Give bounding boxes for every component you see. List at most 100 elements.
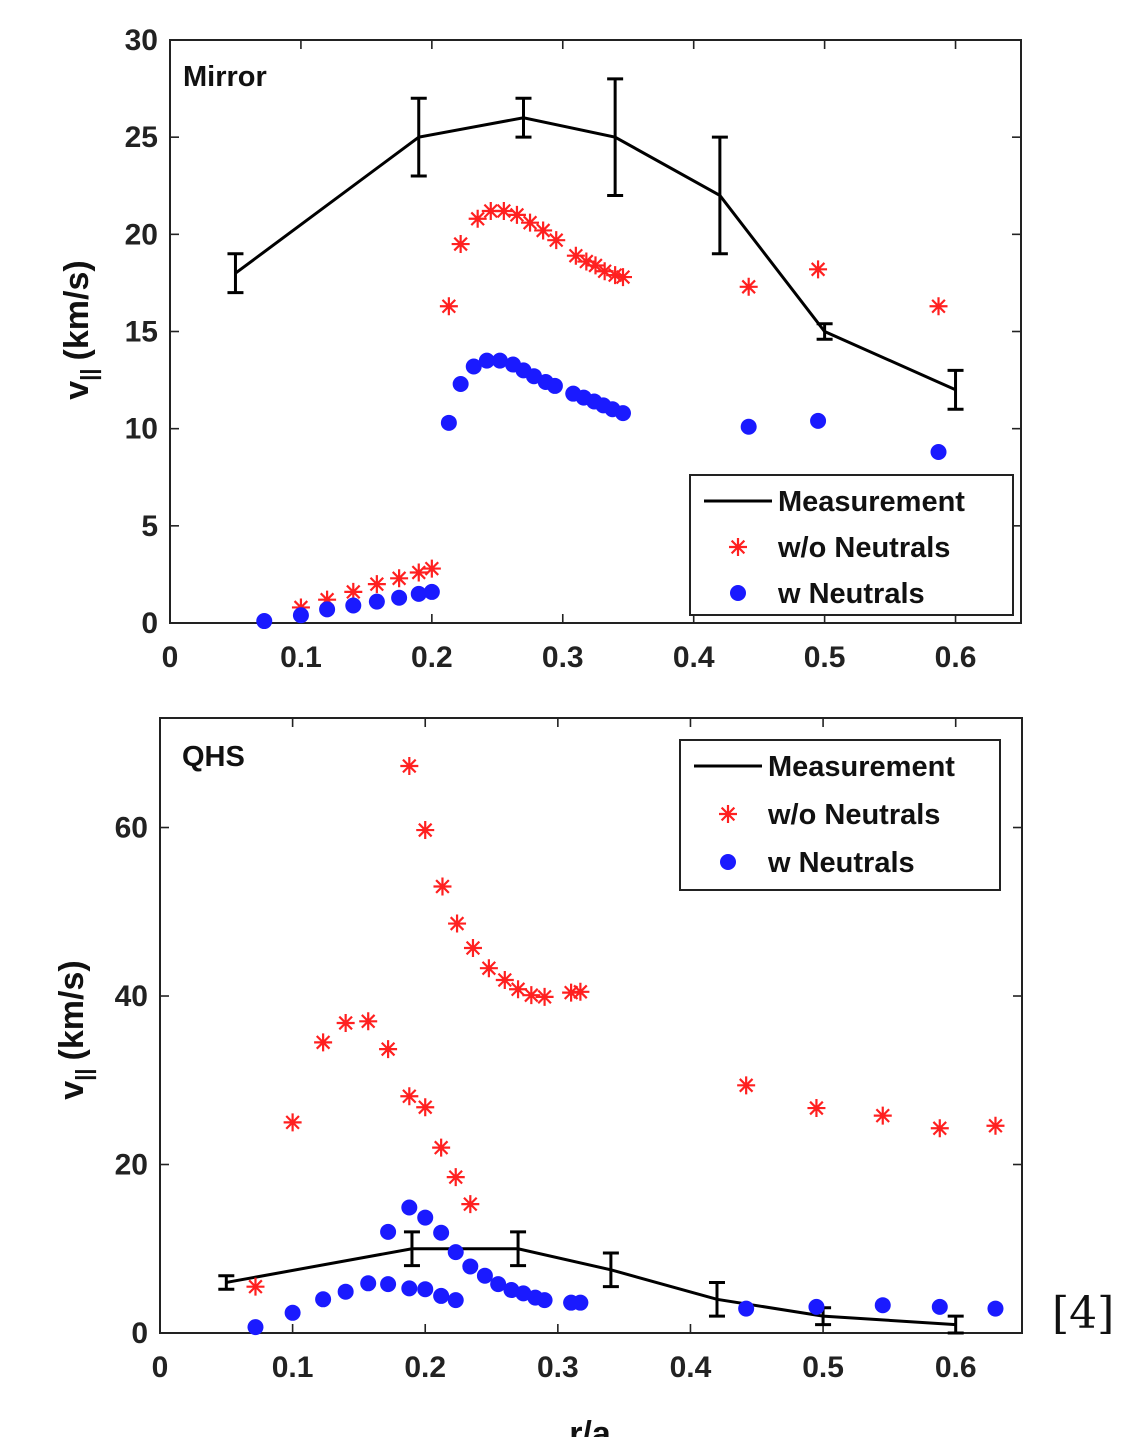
mirror-y-tick-label: 30 bbox=[125, 24, 158, 57]
qhs-legend-entry-1: Measurement bbox=[768, 751, 955, 783]
qhs-w-neutrals-point bbox=[536, 1292, 553, 1309]
qhs-y-axis-label: v|| (km/s) bbox=[53, 960, 96, 1099]
mirror-ylabel-v: v bbox=[58, 381, 96, 400]
qhs-w-neutrals-point bbox=[284, 1304, 301, 1321]
qhs-w-neutrals-point bbox=[931, 1298, 948, 1315]
qhs-w-neutrals-point bbox=[447, 1244, 464, 1261]
qhs-wo-neutrals-point bbox=[807, 1099, 826, 1118]
mirror-w-neutrals-point bbox=[546, 377, 563, 394]
qhs-wo-neutrals-point bbox=[930, 1119, 949, 1138]
mirror-measurement-errorbar bbox=[816, 322, 833, 341]
qhs-x-tick-label: 0.3 bbox=[537, 1351, 579, 1384]
qhs-w-neutrals-point bbox=[247, 1319, 264, 1336]
mirror-y-tick-label: 5 bbox=[141, 510, 158, 543]
mirror-w-neutrals-point bbox=[292, 607, 309, 624]
mirror-wo-neutrals-point bbox=[809, 260, 828, 279]
qhs-legend-entry-2: w/o Neutrals bbox=[767, 799, 940, 831]
mirror-w-neutrals-point bbox=[368, 593, 385, 610]
qhs-w-neutrals-point bbox=[417, 1209, 434, 1226]
mirror-w-neutrals-point bbox=[930, 443, 947, 460]
mirror-marks: 0 0.1 0.2 0.3 0.4 0.5 0.6 0 5 10 15 20 25 30 bbox=[125, 24, 1021, 674]
qhs-y-tick-label: 20 bbox=[115, 1149, 148, 1182]
qhs-w-neutrals-point bbox=[987, 1300, 1004, 1317]
mirror-ylabel-sub: || bbox=[76, 368, 101, 380]
qhs-ylabel-sub: || bbox=[71, 1068, 96, 1080]
mirror-legend-symbol-2 bbox=[729, 538, 747, 556]
qhs-ylabel-v: v bbox=[53, 1081, 91, 1100]
mirror-wo-neutrals-point bbox=[586, 256, 605, 275]
qhs-w-neutrals-point bbox=[360, 1275, 377, 1292]
mirror-wo-neutrals-point bbox=[481, 202, 500, 221]
qhs-wo-neutrals-point bbox=[359, 1012, 378, 1031]
mirror-ylabel-unit: (km/s) bbox=[58, 260, 96, 360]
mirror-measurement-errorbar bbox=[607, 77, 624, 197]
qhs-x-tick-label: 0.6 bbox=[935, 1351, 977, 1384]
mirror-measurement-errorbar bbox=[410, 96, 427, 178]
qhs-measurement-errorbar bbox=[218, 1274, 235, 1291]
mirror-wo-neutrals-point bbox=[595, 262, 614, 281]
mirror-wo-neutrals-point bbox=[606, 266, 625, 285]
mirror-wo-neutrals-point bbox=[468, 209, 487, 228]
qhs-y-tick-label: 0 bbox=[131, 1317, 148, 1350]
qhs-w-neutrals-point bbox=[433, 1224, 450, 1241]
mirror-panel-label: Mirror bbox=[183, 61, 267, 93]
mirror-wo-neutrals-point bbox=[367, 575, 386, 594]
qhs-wo-neutrals-point bbox=[522, 986, 541, 1005]
qhs-x-axis-label: r/a bbox=[569, 1415, 612, 1437]
qhs-wo-neutrals-point bbox=[463, 938, 482, 957]
mirror-wo-neutrals-point bbox=[451, 235, 470, 254]
mirror-wo-neutrals-point bbox=[566, 246, 585, 265]
mirror-x-tick-label: 0.2 bbox=[411, 641, 453, 674]
mirror-y-tick-label: 25 bbox=[125, 121, 158, 154]
mirror-y-tick-label: 0 bbox=[141, 607, 158, 640]
mirror-measurement-errorbar bbox=[515, 96, 532, 139]
qhs-x-tick-label: 0.5 bbox=[802, 1351, 844, 1384]
mirror-wo-neutrals-point bbox=[613, 268, 632, 287]
qhs-wo-neutrals-point bbox=[562, 983, 581, 1002]
qhs-w-neutrals-point bbox=[874, 1297, 891, 1314]
mirror-w-neutrals-point bbox=[478, 352, 495, 369]
qhs-wo-neutrals-point bbox=[416, 1098, 435, 1117]
qhs-wo-neutrals-point bbox=[336, 1013, 355, 1032]
mirror-w-neutrals-point bbox=[423, 583, 440, 600]
mirror-x-tick-label: 0.1 bbox=[280, 641, 322, 674]
qhs-w-neutrals-point bbox=[315, 1291, 332, 1308]
qhs-wo-neutrals-point bbox=[461, 1195, 480, 1214]
mirror-wo-neutrals-point bbox=[521, 213, 540, 232]
qhs-x-tick-label: 0.2 bbox=[404, 1351, 446, 1384]
mirror-wo-neutrals-point bbox=[534, 221, 553, 240]
mirror-y-axis-label: v|| (km/s) bbox=[58, 260, 101, 399]
mirror-x-tick-label: 0.4 bbox=[673, 641, 715, 674]
mirror-w-neutrals-point bbox=[614, 405, 631, 422]
mirror-wo-neutrals-point bbox=[547, 231, 566, 250]
mirror-panel: Mirror v|| (km/s) 0 0.1 0.2 0.3 0.4 0.5 0.6 0 5 10… bbox=[58, 24, 1022, 674]
qhs-x-tick-label: 0.4 bbox=[670, 1351, 712, 1384]
qhs-w-neutrals-point bbox=[572, 1294, 589, 1311]
qhs-wo-neutrals-point bbox=[433, 877, 452, 896]
mirror-wo-neutrals-point bbox=[409, 563, 428, 582]
mirror-y-tick-label: 20 bbox=[125, 218, 158, 251]
mirror-w-neutrals-point bbox=[465, 358, 482, 375]
mirror-legend-entry-1: Measurement bbox=[778, 486, 965, 518]
mirror-w-neutrals-point bbox=[319, 601, 336, 618]
mirror-w-neutrals-point bbox=[256, 613, 273, 630]
qhs-wo-neutrals-point bbox=[379, 1040, 398, 1059]
qhs-legend-entry-3: w Neutrals bbox=[767, 847, 915, 879]
qhs-w-neutrals-point bbox=[401, 1280, 418, 1297]
qhs-wo-neutrals-point bbox=[509, 980, 528, 999]
mirror-legend-entry-3: w Neutrals bbox=[777, 578, 925, 610]
qhs-wo-neutrals-point bbox=[737, 1076, 756, 1095]
mirror-wo-neutrals-point bbox=[507, 205, 526, 224]
qhs-x-tick-label: 0 bbox=[152, 1351, 169, 1384]
qhs-measurement-errorbar bbox=[510, 1230, 527, 1268]
qhs-w-neutrals-point bbox=[738, 1300, 755, 1317]
qhs-marks: 0 0.1 0.2 0.3 0.4 0.5 0.6 0 20 40 60 bbox=[115, 718, 1022, 1384]
qhs-wo-neutrals-point bbox=[400, 757, 419, 776]
mirror-wo-neutrals-point bbox=[577, 252, 596, 271]
qhs-w-neutrals-point bbox=[337, 1283, 354, 1300]
mirror-wo-neutrals-point bbox=[390, 569, 409, 588]
mirror-w-neutrals-point bbox=[391, 589, 408, 606]
qhs-w-neutrals-point bbox=[462, 1258, 479, 1275]
mirror-measurement-errorbar bbox=[711, 135, 728, 256]
reference-tag: [4] bbox=[1052, 1288, 1114, 1339]
